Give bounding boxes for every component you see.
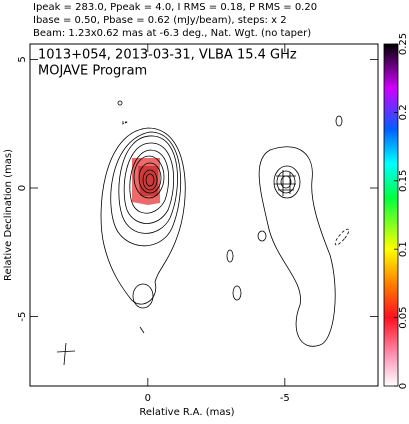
contours [100, 100, 350, 347]
colorbar-tick-label: 0 [398, 383, 409, 389]
y-tick-label: 0 [17, 185, 28, 191]
colorbar-tick-label: 0.2 [398, 104, 409, 120]
x-tick-label: -5 [280, 393, 290, 404]
chart-subtitle: MOJAVE Program [38, 64, 147, 79]
colorbar-tick-label: 0.05 [398, 306, 409, 328]
colorbar-tick-label: 0.1 [398, 241, 409, 257]
plot-frame [29, 43, 379, 387]
chart-title: 1013+054, 2013-03-31, VLBA 15.4 GHz [38, 48, 297, 63]
colorbar [383, 43, 399, 387]
colorbar-tick-label: 0.15 [398, 170, 409, 192]
y-tick-label: -5 [17, 312, 28, 322]
x-tick-label: 0 [145, 393, 151, 404]
header-line: Ibase = 0.50, Pbase = 0.62 (mJy/beam), s… [33, 15, 287, 26]
y-axis-label: Relative Declination (mas) [3, 149, 14, 281]
x-axis-label: Relative R.A. (mas) [139, 407, 234, 418]
header-line: Ipeak = 283.0, Ppeak = 4.0, I RMS = 0.18… [33, 2, 317, 13]
polarization-vectors [274, 170, 296, 196]
beam [56, 342, 76, 366]
header-line: Beam: 1.23x0.62 mas at -6.3 deg., Nat. W… [33, 28, 311, 39]
colorbar-tick-label: 0.25 [398, 33, 409, 55]
y-tick-label: 5 [17, 56, 28, 62]
